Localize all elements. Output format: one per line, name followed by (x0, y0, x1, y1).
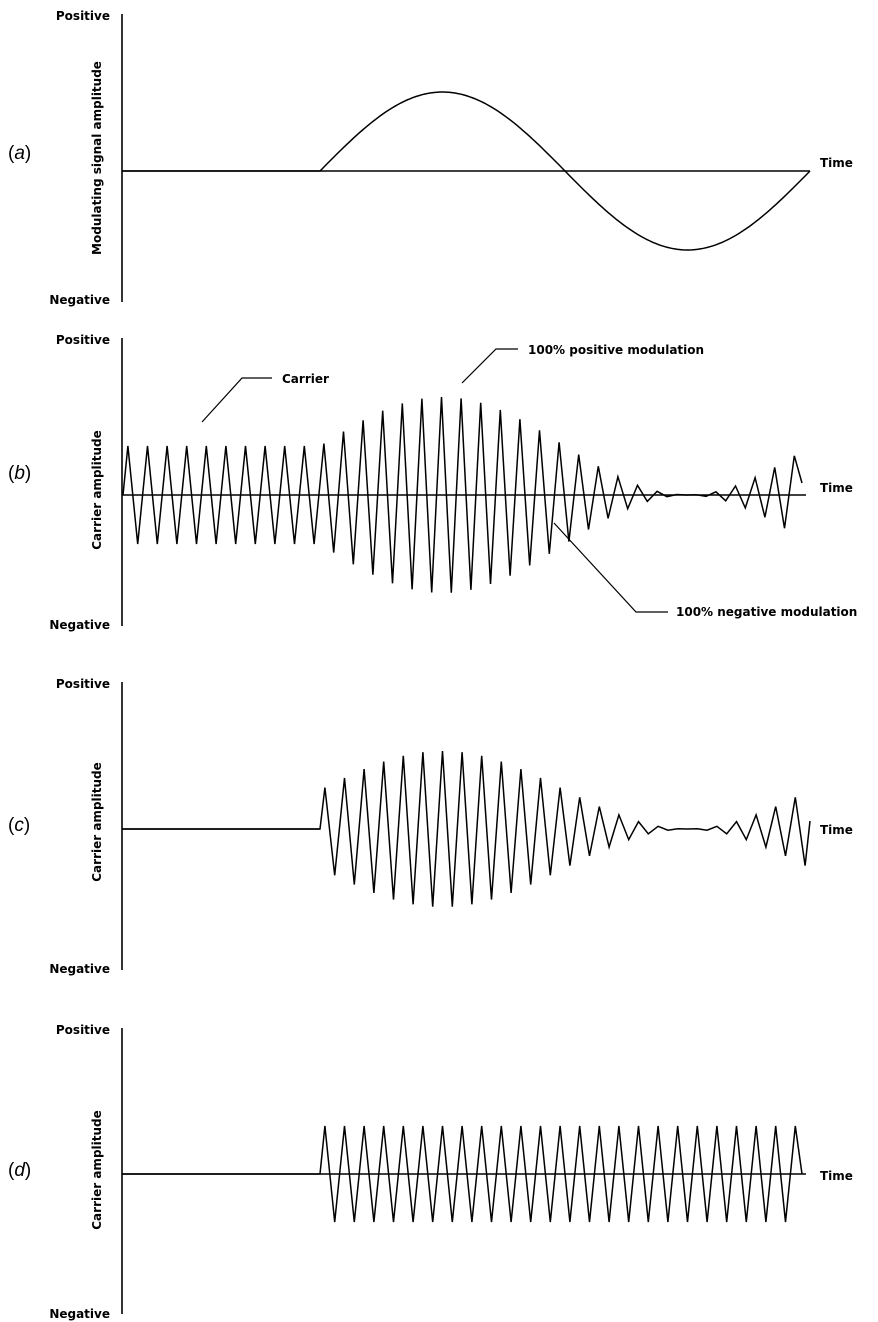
panel-a-time-label: Time (820, 156, 853, 170)
panel-b-y-axis-label: Carrier amplitude (90, 430, 104, 550)
panel-a: Positive Negative Modulating signal ampl… (8, 9, 853, 307)
panel-d-negative-label: Negative (49, 1307, 110, 1321)
panel-b-id: (b) (8, 463, 31, 484)
panel-c-positive-label: Positive (56, 677, 110, 691)
panel-d-y-axis-label: Carrier amplitude (90, 1110, 104, 1230)
panel-b-negative-label: Negative (49, 618, 110, 632)
panel-a-id: (a) (8, 143, 31, 164)
panel-a-y-axis-label: Modulating signal amplitude (90, 61, 104, 255)
panel-d-constant-carrier (122, 1125, 803, 1223)
panel-a-positive-label: Positive (56, 9, 110, 23)
panel-d-id: (d) (8, 1160, 31, 1181)
panel-c-id: (c) (8, 815, 30, 836)
panel-a-negative-label: Negative (49, 293, 110, 307)
panel-c-modulated-carrier (122, 750, 811, 907)
positive-modulation-annotation: 100% positive modulation (528, 343, 704, 357)
panel-c-negative-label: Negative (49, 962, 110, 976)
panel-d: Positive Negative Carrier amplitude Time… (8, 1023, 853, 1321)
panel-b-time-label: Time (820, 481, 853, 495)
positive-modulation-leader-line (461, 348, 518, 384)
panel-c-y-axis-label: Carrier amplitude (90, 762, 104, 882)
panel-b-positive-label: Positive (56, 333, 110, 347)
carrier-leader-line (201, 377, 272, 423)
carrier-annotation: Carrier (282, 372, 329, 386)
panel-c: Positive Negative Carrier amplitude Time… (8, 677, 853, 976)
negative-modulation-leader-line (553, 522, 668, 613)
panel-c-time-label: Time (820, 823, 853, 837)
panel-d-positive-label: Positive (56, 1023, 110, 1037)
panel-b: Positive Negative Carrier amplitude Time… (8, 333, 857, 632)
panel-a-modulating-signal (122, 91, 811, 251)
negative-modulation-annotation: 100% negative modulation (676, 605, 857, 619)
panel-d-time-label: Time (820, 1169, 853, 1183)
panel-b-modulated-carrier (122, 396, 803, 593)
